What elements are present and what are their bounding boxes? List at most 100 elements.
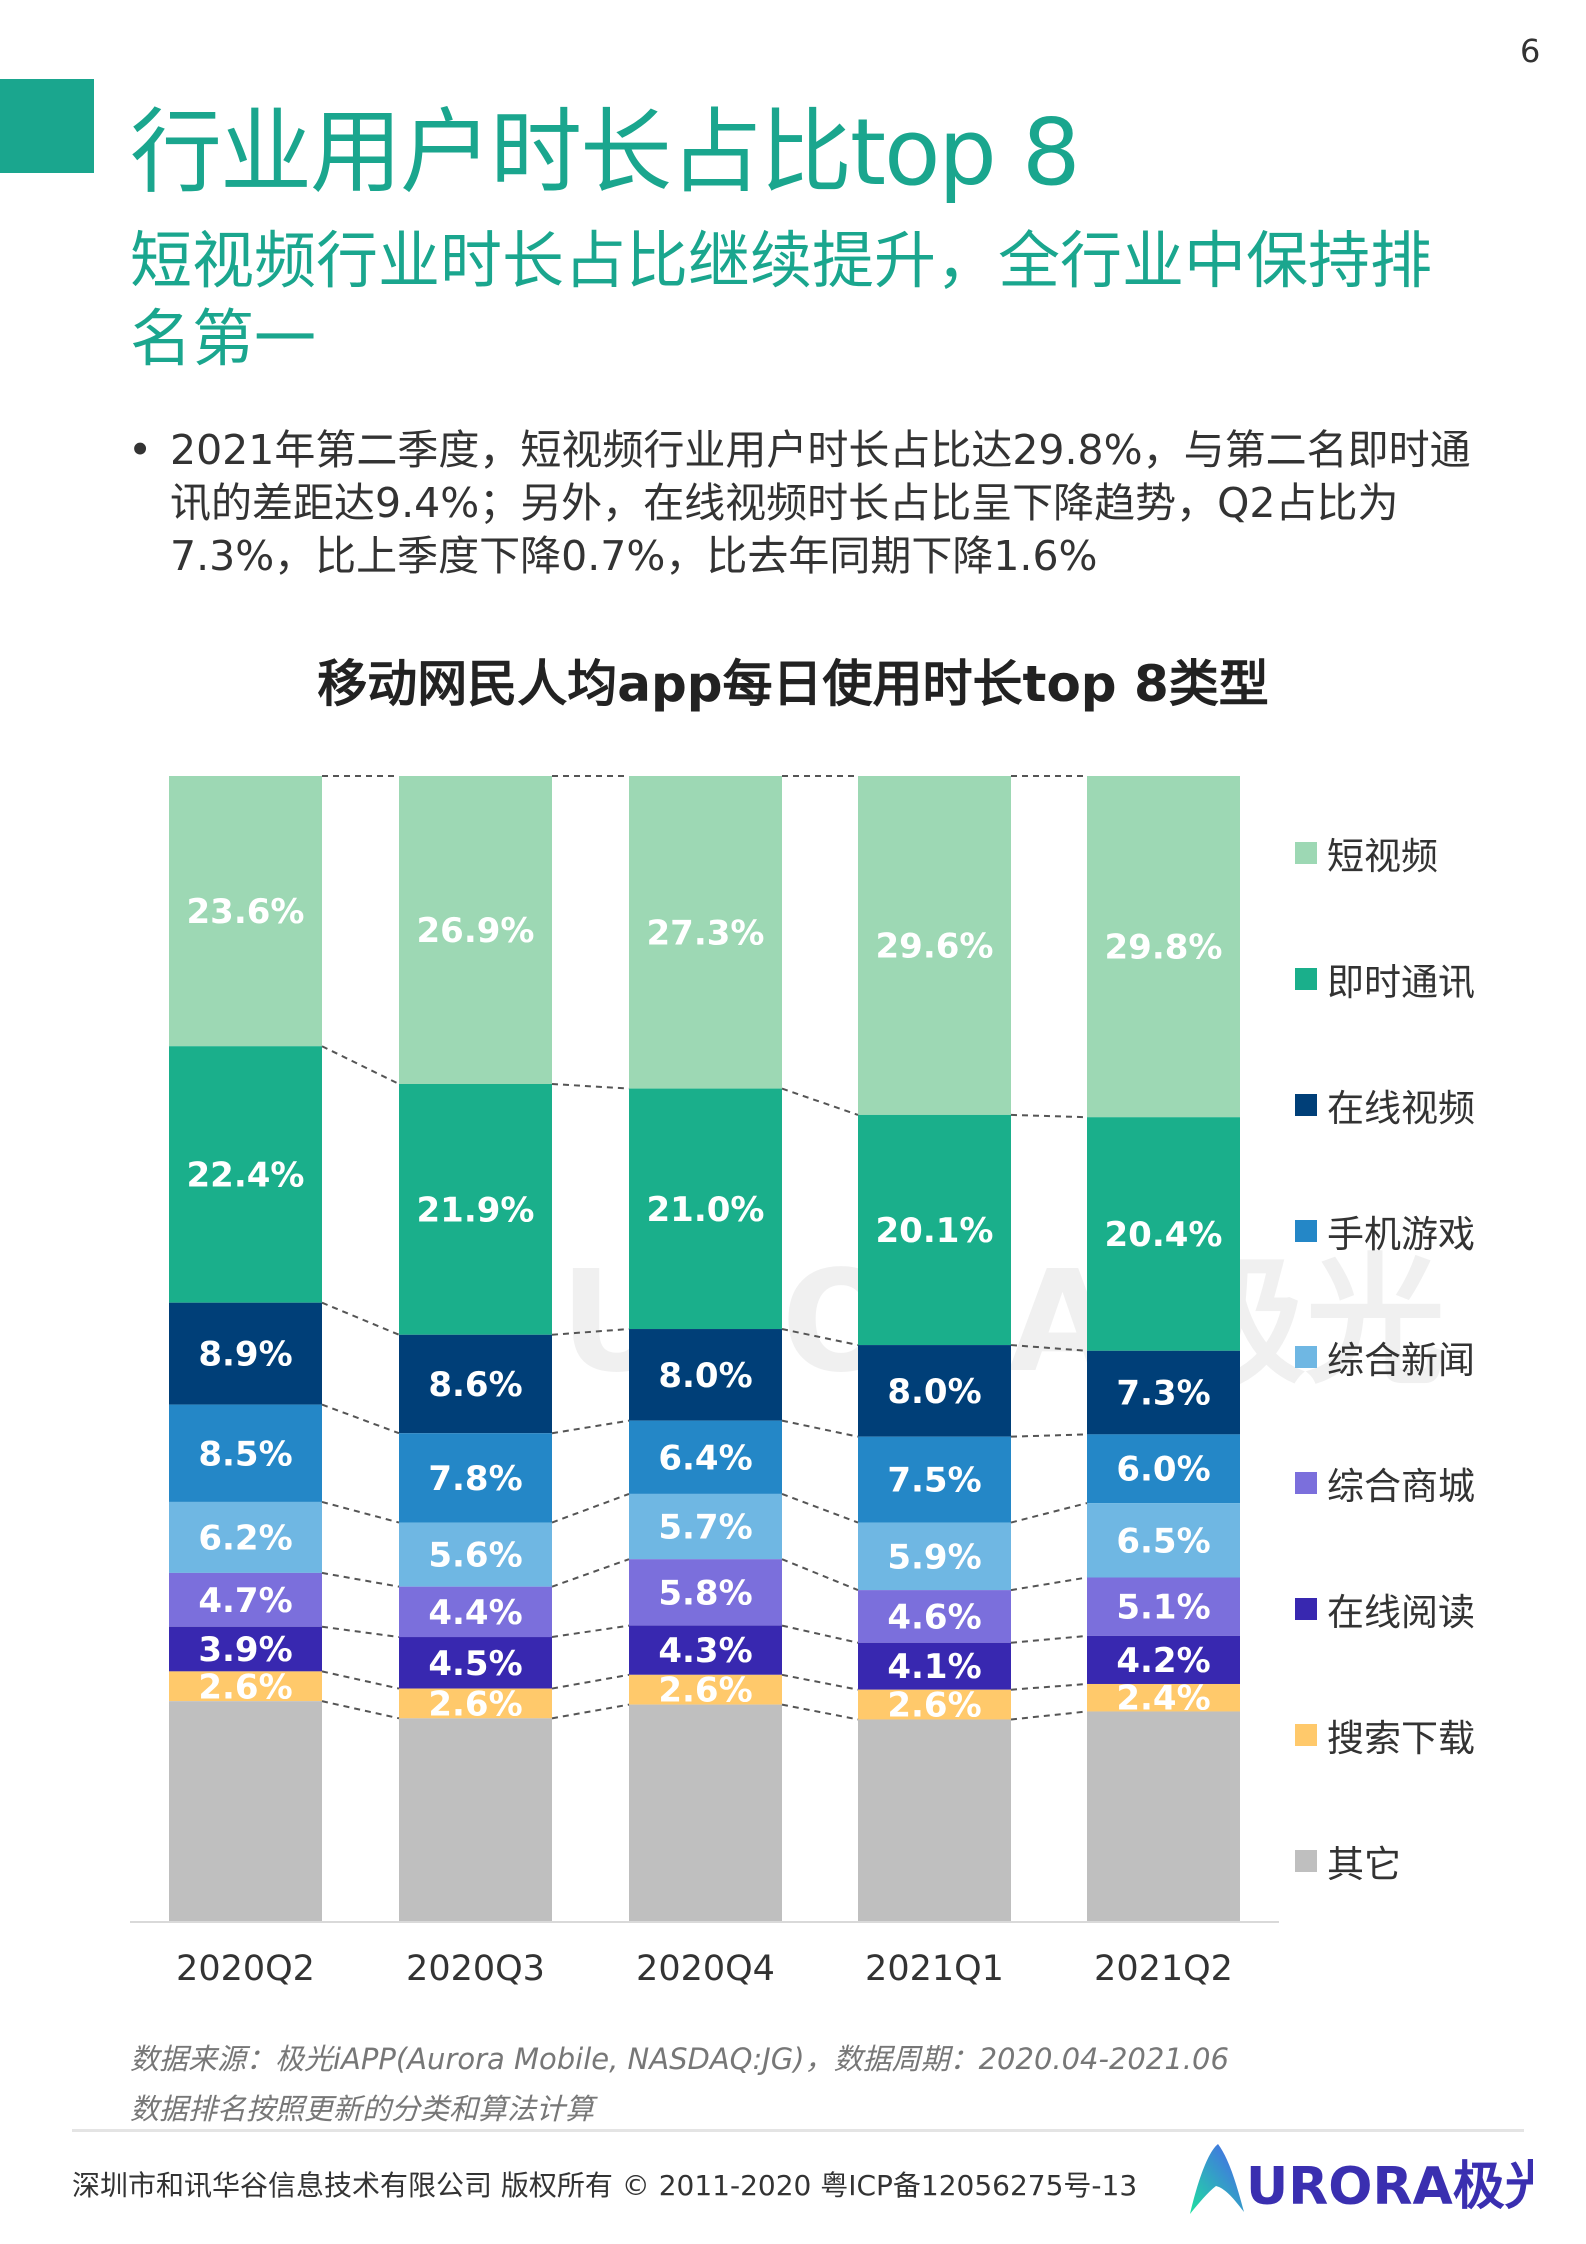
data-label: 29.6% [876,926,994,966]
connector-line [551,1624,630,1639]
page-title: 行业用户时长占比top 8 [130,99,1081,206]
bar-segment-综合新闻 [1087,1503,1240,1578]
bar-segment-综合商城 [858,1590,1011,1643]
connector-line [781,1703,859,1721]
connector-line [551,1673,630,1690]
connector-line [551,1328,630,1336]
legend-item: 搜索下载 [1295,1708,1475,1762]
bar-segment-手机游戏 [399,1433,552,1523]
data-label: 7.3% [1116,1374,1210,1414]
data-label: 29.8% [1105,928,1223,968]
data-label: 4.6% [887,1597,981,1637]
data-label: 4.2% [1116,1641,1210,1681]
bar-segment-其它 [399,1718,552,1921]
bar-segment-手机游戏 [169,1404,322,1502]
connector-line [551,1558,630,1588]
data-label: 5.6% [428,1536,522,1576]
bar-segment-其它 [858,1719,1011,1921]
legend-swatch [1295,842,1317,864]
bar-segment-即时通讯 [169,1046,322,1303]
data-label: 5.7% [658,1508,752,1548]
data-label: 7.5% [887,1461,981,1501]
data-label: 8.5% [198,1434,292,1474]
bar-segment-即时通讯 [399,1084,552,1335]
legend-label: 其它 [1327,1843,1401,1886]
legend-item: 手机游戏 [1295,1204,1475,1258]
connector-line [321,1301,400,1336]
data-label: 8.0% [887,1372,981,1412]
title-accent-block [0,79,94,173]
connector-line [1010,1634,1088,1644]
connector-line [551,1083,630,1090]
data-label: 7.8% [428,1459,522,1499]
legend-swatch [1295,1724,1317,1746]
bar-segment-综合新闻 [399,1522,552,1587]
data-label: 4.3% [658,1631,752,1671]
logo-text: URORA极光 [1246,2157,1533,2217]
legend-label: 在线阅读 [1327,1591,1475,1634]
legend-swatch [1295,1346,1317,1368]
data-label: 21.9% [417,1190,535,1230]
legend-item: 其它 [1295,1834,1401,1888]
data-label: 5.9% [887,1537,981,1577]
data-label: 4.7% [198,1581,292,1621]
bar-segment-在线视频 [629,1329,782,1421]
legend-swatch [1295,968,1317,990]
legend-label: 搜索下载 [1327,1717,1475,1760]
bar-segment-搜索下载 [858,1689,1011,1720]
bar-segment-即时通讯 [629,1088,782,1330]
connector-line [781,1673,859,1691]
x-tick-label: 2021Q2 [1094,1949,1233,1989]
bar-segment-在线视频 [399,1334,552,1434]
connector-line [781,1419,859,1438]
bar-segment-短视频 [169,776,322,1047]
chart-title: 移动网民人均app每日使用时长top 8类型 [317,655,1269,713]
data-label: 4.1% [887,1647,981,1687]
bar-segment-即时通讯 [1087,1117,1240,1351]
legend-label: 在线视频 [1327,1087,1475,1130]
page-number: 6 [1520,32,1541,70]
connector-line [1010,1576,1088,1592]
data-label: 8.9% [198,1335,292,1375]
bar-segment-手机游戏 [858,1436,1011,1523]
connector-line [551,1492,630,1524]
bar-segment-其它 [629,1704,782,1921]
bar-segment-即时通讯 [858,1114,1011,1346]
connector-line [1010,1682,1088,1691]
bar-segment-短视频 [629,776,782,1089]
bar-segment-综合商城 [399,1586,552,1638]
data-label: 26.9% [417,911,535,951]
data-label: 4.4% [428,1593,522,1633]
connector-line [321,1045,400,1085]
connector-line [1010,1710,1088,1721]
data-label: 6.4% [658,1438,752,1478]
bar-segment-短视频 [1087,776,1240,1118]
legend-item: 综合新闻 [1295,1330,1475,1384]
legend-label: 即时通讯 [1327,961,1475,1004]
data-label: 2.6% [887,1686,981,1726]
bar-segment-在线视频 [1087,1350,1240,1435]
connector-line [321,1625,400,1639]
data-label: 6.2% [198,1518,292,1558]
bar-segment-综合商城 [169,1572,322,1627]
data-label: 27.3% [647,913,765,953]
x-tick-label: 2020Q2 [176,1949,315,1989]
legend-swatch [1295,1094,1317,1116]
data-source-note: 数据来源：极光iAPP(Aurora Mobile, NASDAQ:JG)，数据… [130,2042,1229,2076]
bar-segment-在线阅读 [169,1626,322,1672]
bar-segment-其它 [1087,1711,1240,1921]
footer-divider [72,2129,1524,2132]
connector-line [1010,1344,1088,1352]
data-label: 20.1% [876,1211,994,1251]
connector-line [781,1087,859,1116]
bar-segment-短视频 [858,776,1011,1115]
legend-item: 即时通讯 [1295,952,1475,1006]
connector-line [321,1403,400,1435]
data-label: 2.6% [428,1684,522,1724]
x-tick-label: 2020Q4 [636,1949,775,1989]
data-label: 5.8% [658,1573,752,1613]
connector-line [1010,1502,1088,1524]
bar-segment-搜索下载 [1087,1683,1240,1712]
data-label: 22.4% [187,1155,305,1195]
data-label: 5.1% [1116,1588,1210,1628]
